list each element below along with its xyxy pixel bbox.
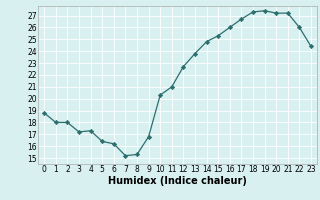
X-axis label: Humidex (Indice chaleur): Humidex (Indice chaleur) xyxy=(108,176,247,186)
